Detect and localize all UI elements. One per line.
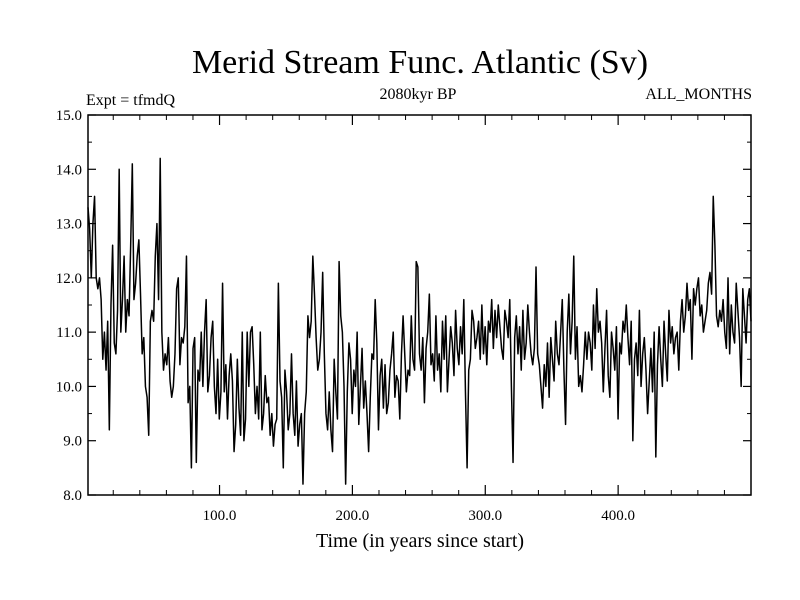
chart-title: Merid Stream Func. Atlantic (Sv) xyxy=(192,44,648,81)
axis-ticks xyxy=(88,114,751,496)
plot-frame xyxy=(87,114,752,496)
y-tick-label: 13.0 xyxy=(56,217,82,233)
series-line xyxy=(87,157,752,485)
x-tick-label: 200.0 xyxy=(336,508,370,524)
y-tick-label: 8.0 xyxy=(63,488,82,504)
y-tick-label: 15.0 xyxy=(56,108,82,124)
y-tick-label: 10.0 xyxy=(56,379,82,395)
y-tick-label: 14.0 xyxy=(56,162,82,178)
y-tick-label: 9.0 xyxy=(63,434,82,450)
y-tick-label: 11.0 xyxy=(56,325,82,341)
x-tick-label: 100.0 xyxy=(203,508,237,524)
months-label: ALL_MONTHS xyxy=(645,86,752,103)
tick-labels: 8.0 9.0 10.0 11.0 12.0 13.0 14.0 15.0 100.0 200.0… xyxy=(56,108,635,524)
x-tick-label: 400.0 xyxy=(601,508,635,524)
x-axis-title: Time (in years since start) xyxy=(316,530,524,552)
experiment-label: Expt = tfmdQ xyxy=(86,92,175,109)
y-tick-label: 12.0 xyxy=(56,271,82,287)
epoch-label: 2080kyr BP xyxy=(380,86,457,103)
x-tick-label: 300.0 xyxy=(468,508,502,524)
